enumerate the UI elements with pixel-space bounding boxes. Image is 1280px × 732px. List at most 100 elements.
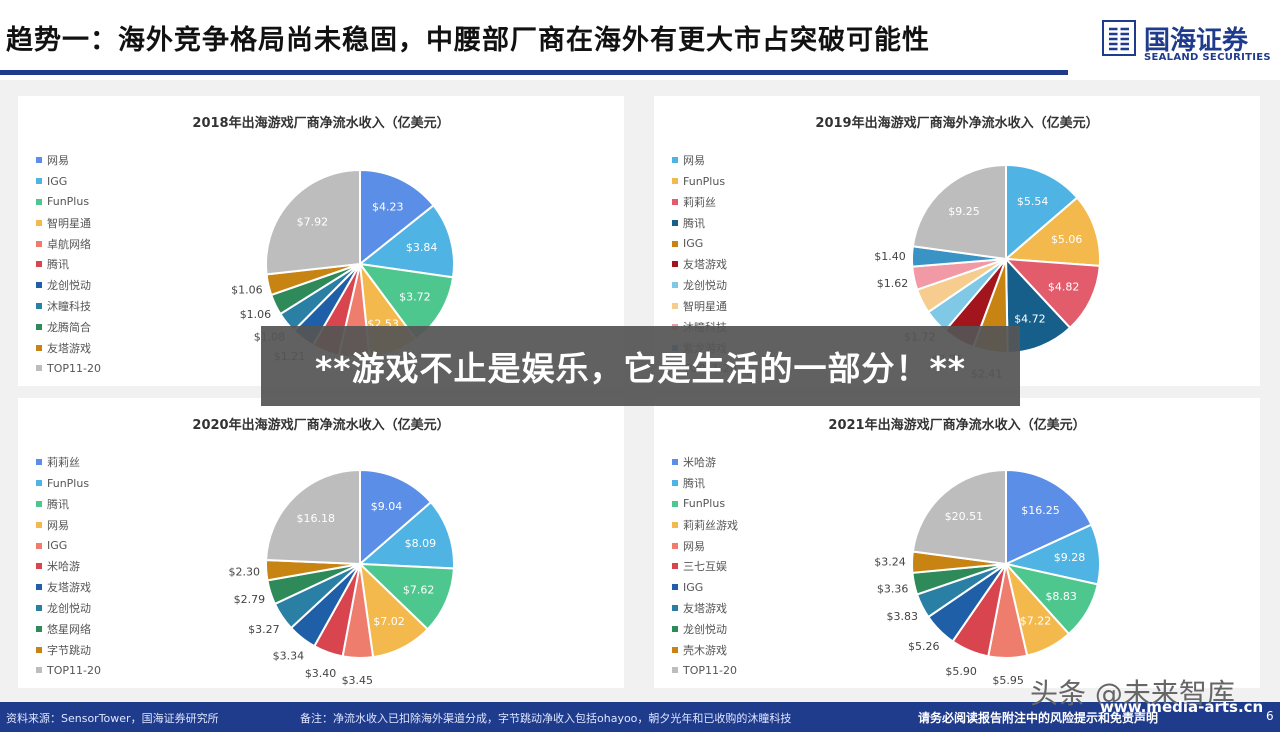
legend-item: IGG [672,233,737,254]
legend-label: IGG [683,580,704,594]
slice-value-label: $20.51 [945,510,984,523]
logo-text-en: SEALAND SECURITIES [1144,52,1271,63]
legend-label: IGG [47,539,68,553]
pie-slice [357,562,455,631]
legend-swatch [672,178,678,185]
legend-label: 龙腾简合 [47,320,91,334]
legend-item: FunPlus [36,192,101,213]
slice-value-label: $1.06 [231,284,263,297]
legend-label: 腾讯 [47,258,69,272]
slice-value-label: $1.06 [240,308,272,321]
legend-swatch [36,198,42,205]
legend-label: 三七互娱 [683,560,727,574]
slice-value-label: $7.92 [297,215,329,228]
legend-swatch [672,500,678,507]
chart-title: 2019年出海游戏厂商海外净流水收入（亿美元） [815,116,1099,131]
legend-swatch [36,240,42,247]
legend-label: 网易 [47,154,69,168]
legend-item: 龙创悦动 [672,275,737,296]
legend-label: IGG [47,174,68,188]
pie-slice [357,204,455,279]
legend-label: 龙创悦动 [683,622,727,636]
chart-legend: 网易 IGG FunPlus 智明星通 卓航网络 腾讯 龙创悦动 沐瞳科技 龙腾简合 友塔游戏 TO… [36,150,101,379]
legend-swatch [36,459,42,466]
legend-item: 智明星通 [672,296,737,317]
legend-item: 友塔游戏 [36,337,101,358]
page-number: 6 [1266,709,1274,723]
legend-item: 字节跳动 [36,639,101,660]
legend-label: FunPlus [47,195,90,209]
legend-swatch [672,198,678,205]
legend-label: 悠星网络 [47,622,91,636]
legend-label: 壳木游戏 [683,643,727,657]
slice-value-label: $3.40 [305,667,337,680]
pie-slice [265,468,361,566]
pie-slice [911,468,1007,566]
pie-chart: $16.25 $9.28 $8.83 $7.22 $5.95 $5.90 $5.26 $3.8… [874,468,1101,687]
legend-label: 龙创悦动 [683,279,727,293]
legend-item: 腾讯 [672,212,737,233]
slice-value-label: $4.82 [1048,281,1080,294]
legend-swatch [672,459,678,466]
slice-value-label: $4.23 [372,200,404,213]
legend-item: 悠星网络 [36,618,101,639]
pie-slice [911,163,1007,261]
legend-item: 友塔游戏 [36,577,101,598]
legend-item: FunPlus [672,171,737,192]
logo-text-cn: 国海证券 [1144,26,1249,56]
legend-label: 智明星通 [47,216,91,230]
legend-item: 卓航网络 [36,233,101,254]
legend-item: 网易 [672,535,738,556]
legend-swatch [36,563,42,570]
legend-item: 龙腾简合 [36,316,101,337]
pie-slice [359,468,433,567]
title-underline [0,70,1068,75]
legend-label: FunPlus [683,497,726,511]
legend-item: TOP11-20 [36,660,101,681]
legend-item: FunPlus [36,473,101,494]
pie-slice [1005,468,1093,566]
slice-value-label: $7.02 [373,615,405,628]
legend-item: 友塔游戏 [672,598,738,619]
legend-item: IGG [672,577,738,598]
slice-value-label: $3.24 [874,556,906,569]
legend-label: 龙创悦动 [47,601,91,615]
legend-label: 莉莉丝 [683,195,716,209]
legend-label: 米哈游 [47,560,80,574]
pie-panel-2020: 2020年出海游戏厂商净流水收入（亿美元） 莉莉丝 FunPlus 腾讯 网易 IGG 米… [18,398,624,688]
legend-swatch [672,240,678,247]
legend-swatch [36,542,42,549]
data-source: 资料来源：SensorTower，国海证券研究所 [6,712,219,725]
legend-item: FunPlus [672,494,738,515]
chart-legend: 米哈游 腾讯 FunPlus 莉莉丝游戏 网易 三七互娱 IGG 友塔游戏 龙创悦动 壳木游戏 TO… [672,452,738,681]
legend-label: 腾讯 [683,477,705,491]
legend-swatch [672,157,678,164]
legend-item: 智明星通 [36,212,101,233]
legend-swatch [36,157,42,164]
legend-item: 网易 [36,150,101,171]
slice-value-label: $7.62 [403,583,435,596]
footnote: 备注：净流水收入已扣除海外渠道分成，字节跳动净收入包括ohayoo，朝夕光年和已… [300,712,792,725]
legend-swatch [672,302,678,309]
legend-label: 莉莉丝 [47,456,80,470]
slice-value-label: $2.79 [234,593,266,606]
legend-item: 龙创悦动 [36,598,101,619]
legend-swatch [672,584,678,591]
legend-label: 龙创悦动 [47,279,91,293]
legend-item: TOP11-20 [672,660,738,681]
slice-value-label: $7.22 [1020,615,1052,628]
legend-swatch [36,604,42,611]
legend-label: TOP11-20 [47,663,101,677]
legend-label: 网易 [683,539,705,553]
legend-label: 卓航网络 [47,237,91,251]
watermark-brand: 头条 @未来智库 [1030,677,1235,710]
legend-swatch [36,646,42,653]
legend-swatch [36,261,42,268]
legend-item: 莉莉丝 [36,452,101,473]
slice-value-label: $3.36 [877,582,909,595]
legend-swatch [672,563,678,570]
slice-value-label: $8.09 [405,537,437,550]
legend-swatch [672,625,678,632]
legend-label: 友塔游戏 [683,258,727,272]
legend-item: 壳木游戏 [672,639,738,660]
